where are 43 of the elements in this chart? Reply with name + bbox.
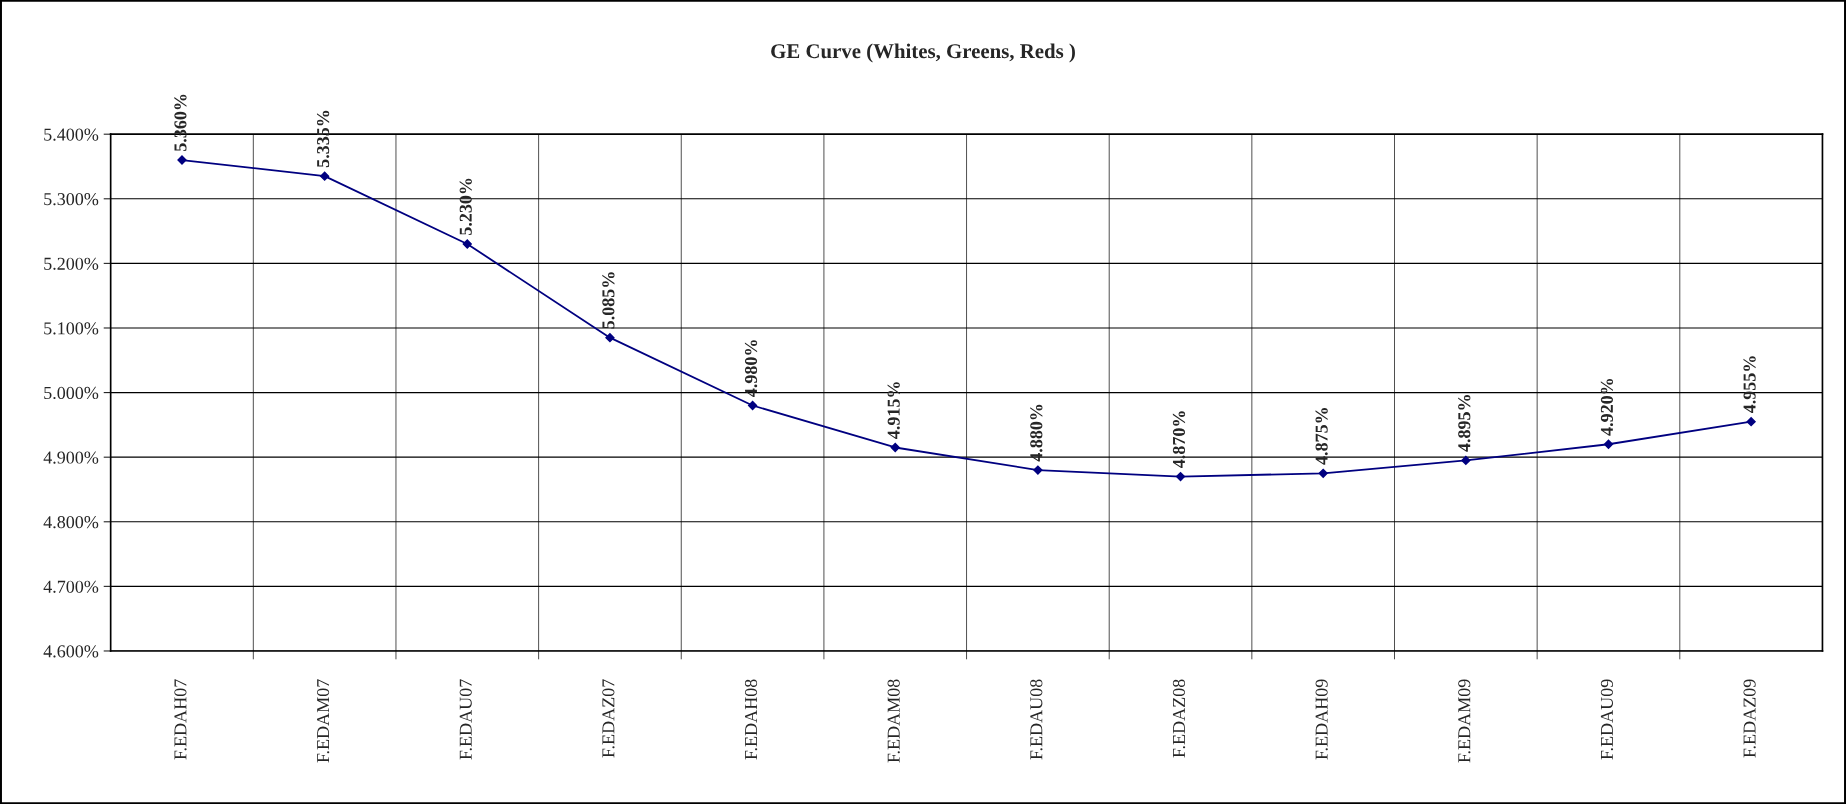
y-tick-label: 4.900% <box>43 451 99 464</box>
data-label: 4.880% <box>1030 404 1043 462</box>
y-tick-label: 4.700% <box>43 580 99 593</box>
y-tick-label: 4.600% <box>43 645 99 658</box>
x-tick-label: F.EDAM09 <box>1458 679 1471 763</box>
chart-title: GE Curve (Whites, Greens, Reds ) <box>771 43 1075 63</box>
point <box>462 239 472 249</box>
x-tick-label: F.EDAZ09 <box>1743 679 1756 758</box>
data-label: 5.230% <box>459 178 472 235</box>
y-tick-label: 5.200% <box>44 257 99 270</box>
point <box>1461 455 1471 466</box>
y-tick-label: 5.300% <box>44 193 99 206</box>
point <box>605 333 615 343</box>
x-tick-label: F.EDAM08 <box>887 679 900 763</box>
x-tick-label: F.EDAZ08 <box>1172 679 1186 758</box>
x-tick-label: F.EDAM07 <box>316 679 330 763</box>
x-tick-label: F.EDAZ07 <box>602 679 615 758</box>
data-label: 5.335% <box>316 110 330 168</box>
x-tick-label: F.EDAH07 <box>174 679 187 760</box>
point <box>1033 465 1043 475</box>
y-tick-label: 5.000% <box>44 386 99 400</box>
x-tick-label: F.EDAH09 <box>1315 679 1328 760</box>
y-tick-label: 4.800% <box>43 516 99 529</box>
data-label: 4.980% <box>744 340 758 397</box>
x-tick-label: F.EDAH08 <box>744 679 758 760</box>
y-tick-label: 5.400% <box>44 128 99 141</box>
data-label: 4.955% <box>1743 356 1756 414</box>
x-tick-label: F.EDAU09 <box>1600 679 1614 760</box>
data-label: 4.870% <box>1172 411 1186 468</box>
y-tick-label: 5.100% <box>44 322 99 335</box>
data-label: 5.085% <box>602 272 615 329</box>
point <box>1318 468 1328 478</box>
point <box>320 171 330 181</box>
data-label: 4.875% <box>1315 408 1328 465</box>
data-label: 5.360% <box>174 94 187 151</box>
point <box>890 442 900 453</box>
data-label: 4.920% <box>1600 378 1614 436</box>
point <box>1746 417 1756 427</box>
point <box>1603 439 1614 449</box>
data-label: 4.895% <box>1458 395 1471 452</box>
x-tick-label: F.EDAU08 <box>1030 679 1043 760</box>
data-label: 4.915% <box>887 382 900 439</box>
x-tick-label: F.EDAU07 <box>459 679 472 760</box>
